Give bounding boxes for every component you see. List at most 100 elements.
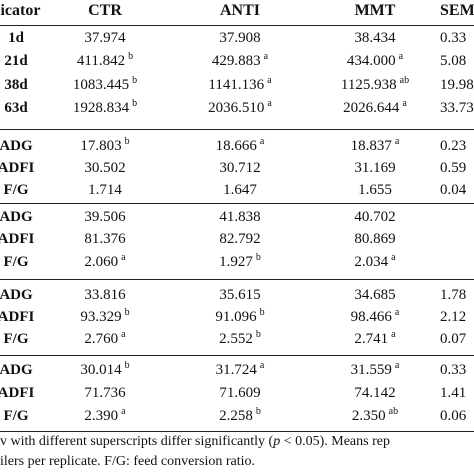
cell-value: 429.883 — [211, 53, 261, 69]
cell-value: 2.258 — [219, 408, 253, 424]
row-label: 1d — [8, 30, 24, 46]
table-cell: 2.12 — [440, 308, 466, 326]
cell-value: 2.552 — [219, 331, 253, 347]
table-cell: 1141.136 a — [208, 76, 271, 94]
superscript: b — [255, 329, 261, 340]
cell-value: 33.73 — [440, 100, 474, 116]
cell-value: 19.98 — [440, 77, 474, 93]
cell-value: 40.702 — [354, 209, 396, 225]
table-cell: 434.000 a — [347, 52, 403, 70]
cell-value: 74.142 — [354, 385, 396, 401]
row-label: 21d — [4, 53, 28, 69]
row-label: 63d — [4, 100, 28, 116]
table-cell: 30.014 b — [80, 361, 129, 379]
superscript: a — [121, 406, 126, 417]
table-cell: 31.724 a — [216, 361, 265, 379]
header-cell: CTR — [88, 2, 122, 19]
superscript: a — [398, 51, 404, 62]
table-cell: 0.33 — [440, 29, 466, 47]
cell-value: 0.33 — [440, 362, 467, 378]
footnote-text: < 0.05). Means rep — [280, 434, 390, 449]
table-cell: 0.23 — [440, 137, 466, 155]
superscript: a — [259, 136, 265, 147]
header-rule — [0, 25, 474, 26]
superscript: b — [255, 252, 261, 263]
table-cell: 81.376 — [84, 230, 125, 248]
table-cell: 19.98 — [440, 76, 474, 94]
superscript: b — [124, 136, 130, 147]
cell-value: 37.908 — [219, 30, 261, 46]
table-cell: 41.838 — [219, 208, 260, 226]
cell-value: 31.169 — [354, 160, 396, 176]
table-cell: 2026.644 a — [343, 99, 407, 117]
header-cell: SEM — [440, 2, 474, 19]
table-cell: 1.41 — [440, 384, 466, 402]
table-cell: 1.78 — [440, 286, 466, 304]
table-cell: 0.04 — [440, 181, 466, 199]
table-cell: 2.741 a — [354, 330, 395, 348]
table-cell: 5.08 — [440, 52, 466, 70]
cell-value: 30.712 — [219, 160, 261, 176]
row-label: ADG — [0, 138, 33, 154]
table-cell: 33.73 — [440, 99, 474, 117]
cell-value: 1.41 — [440, 385, 467, 401]
table-cell: 40.702 — [354, 208, 395, 226]
table-cell: 35.615 — [219, 286, 260, 304]
footnote-text: ilers per replicate. F/G: feed conversio… — [0, 454, 256, 469]
cell-value: 2.034 — [354, 254, 389, 270]
cell-value: 2.390 — [84, 408, 119, 424]
table-cell: 91.096 b — [215, 308, 264, 326]
cell-value: 2026.644 — [343, 100, 400, 116]
table-cell: 71.609 — [219, 384, 260, 402]
superscript: a — [263, 51, 269, 62]
table-cell: 0.59 — [440, 159, 466, 177]
cell-value: 2.350 — [351, 408, 386, 424]
row-label: ADFI — [0, 309, 35, 325]
group-rule — [0, 203, 474, 204]
group-rule — [0, 355, 474, 356]
row-label: ADFI — [0, 160, 35, 176]
table-cell: 37.908 — [219, 29, 260, 47]
superscript: a — [394, 307, 400, 318]
row-label: ADFI — [0, 385, 35, 401]
table-cell: 30.502 — [84, 159, 125, 177]
cell-value: 0.07 — [440, 331, 467, 347]
footnote-line: ilers per replicate. F/G: feed conversio… — [0, 454, 255, 470]
superscript: a — [121, 252, 126, 263]
cell-value: 0.23 — [440, 138, 467, 154]
table-cell: 34.685 — [354, 286, 395, 304]
cell-value: 434.000 — [346, 53, 396, 69]
cell-value: 91.096 — [215, 309, 257, 325]
superscript: ab — [388, 406, 399, 417]
cell-value: 93.329 — [80, 309, 122, 325]
table-cell: 2.552 b — [219, 330, 261, 348]
superscript: b — [132, 98, 138, 109]
cell-value: 38.434 — [354, 30, 396, 46]
superscript: b — [255, 406, 261, 417]
table-cell: 1083.445 b — [73, 76, 137, 94]
superscript: a — [391, 329, 396, 340]
cell-value: 0.06 — [440, 408, 467, 424]
cell-value: 31.559 — [350, 362, 392, 378]
cell-value: 17.803 — [80, 138, 122, 154]
cell-value: 71.609 — [219, 385, 261, 401]
table-cell: 2.390 a — [84, 407, 125, 425]
table-cell: 0.07 — [440, 330, 466, 348]
cell-value: 80.869 — [354, 231, 396, 247]
table-cell: 39.506 — [84, 208, 125, 226]
superscript: a — [259, 360, 265, 371]
cell-value: 31.724 — [215, 362, 257, 378]
superscript: a — [391, 252, 396, 263]
superscript: b — [128, 51, 134, 62]
table-cell: 31.169 — [354, 159, 395, 177]
table-cell: 80.869 — [354, 230, 395, 248]
table-cell: 1125.938 ab — [341, 76, 409, 94]
cell-value: 0.59 — [440, 160, 467, 176]
row-label: F/G — [3, 182, 29, 198]
table-cell: 0.06 — [440, 407, 466, 425]
row-label: ADG — [0, 209, 33, 225]
cell-value: 34.685 — [354, 287, 396, 303]
cell-value: 1.714 — [88, 182, 122, 198]
table-cell: 30.712 — [219, 159, 260, 177]
superscript: b — [124, 307, 130, 318]
